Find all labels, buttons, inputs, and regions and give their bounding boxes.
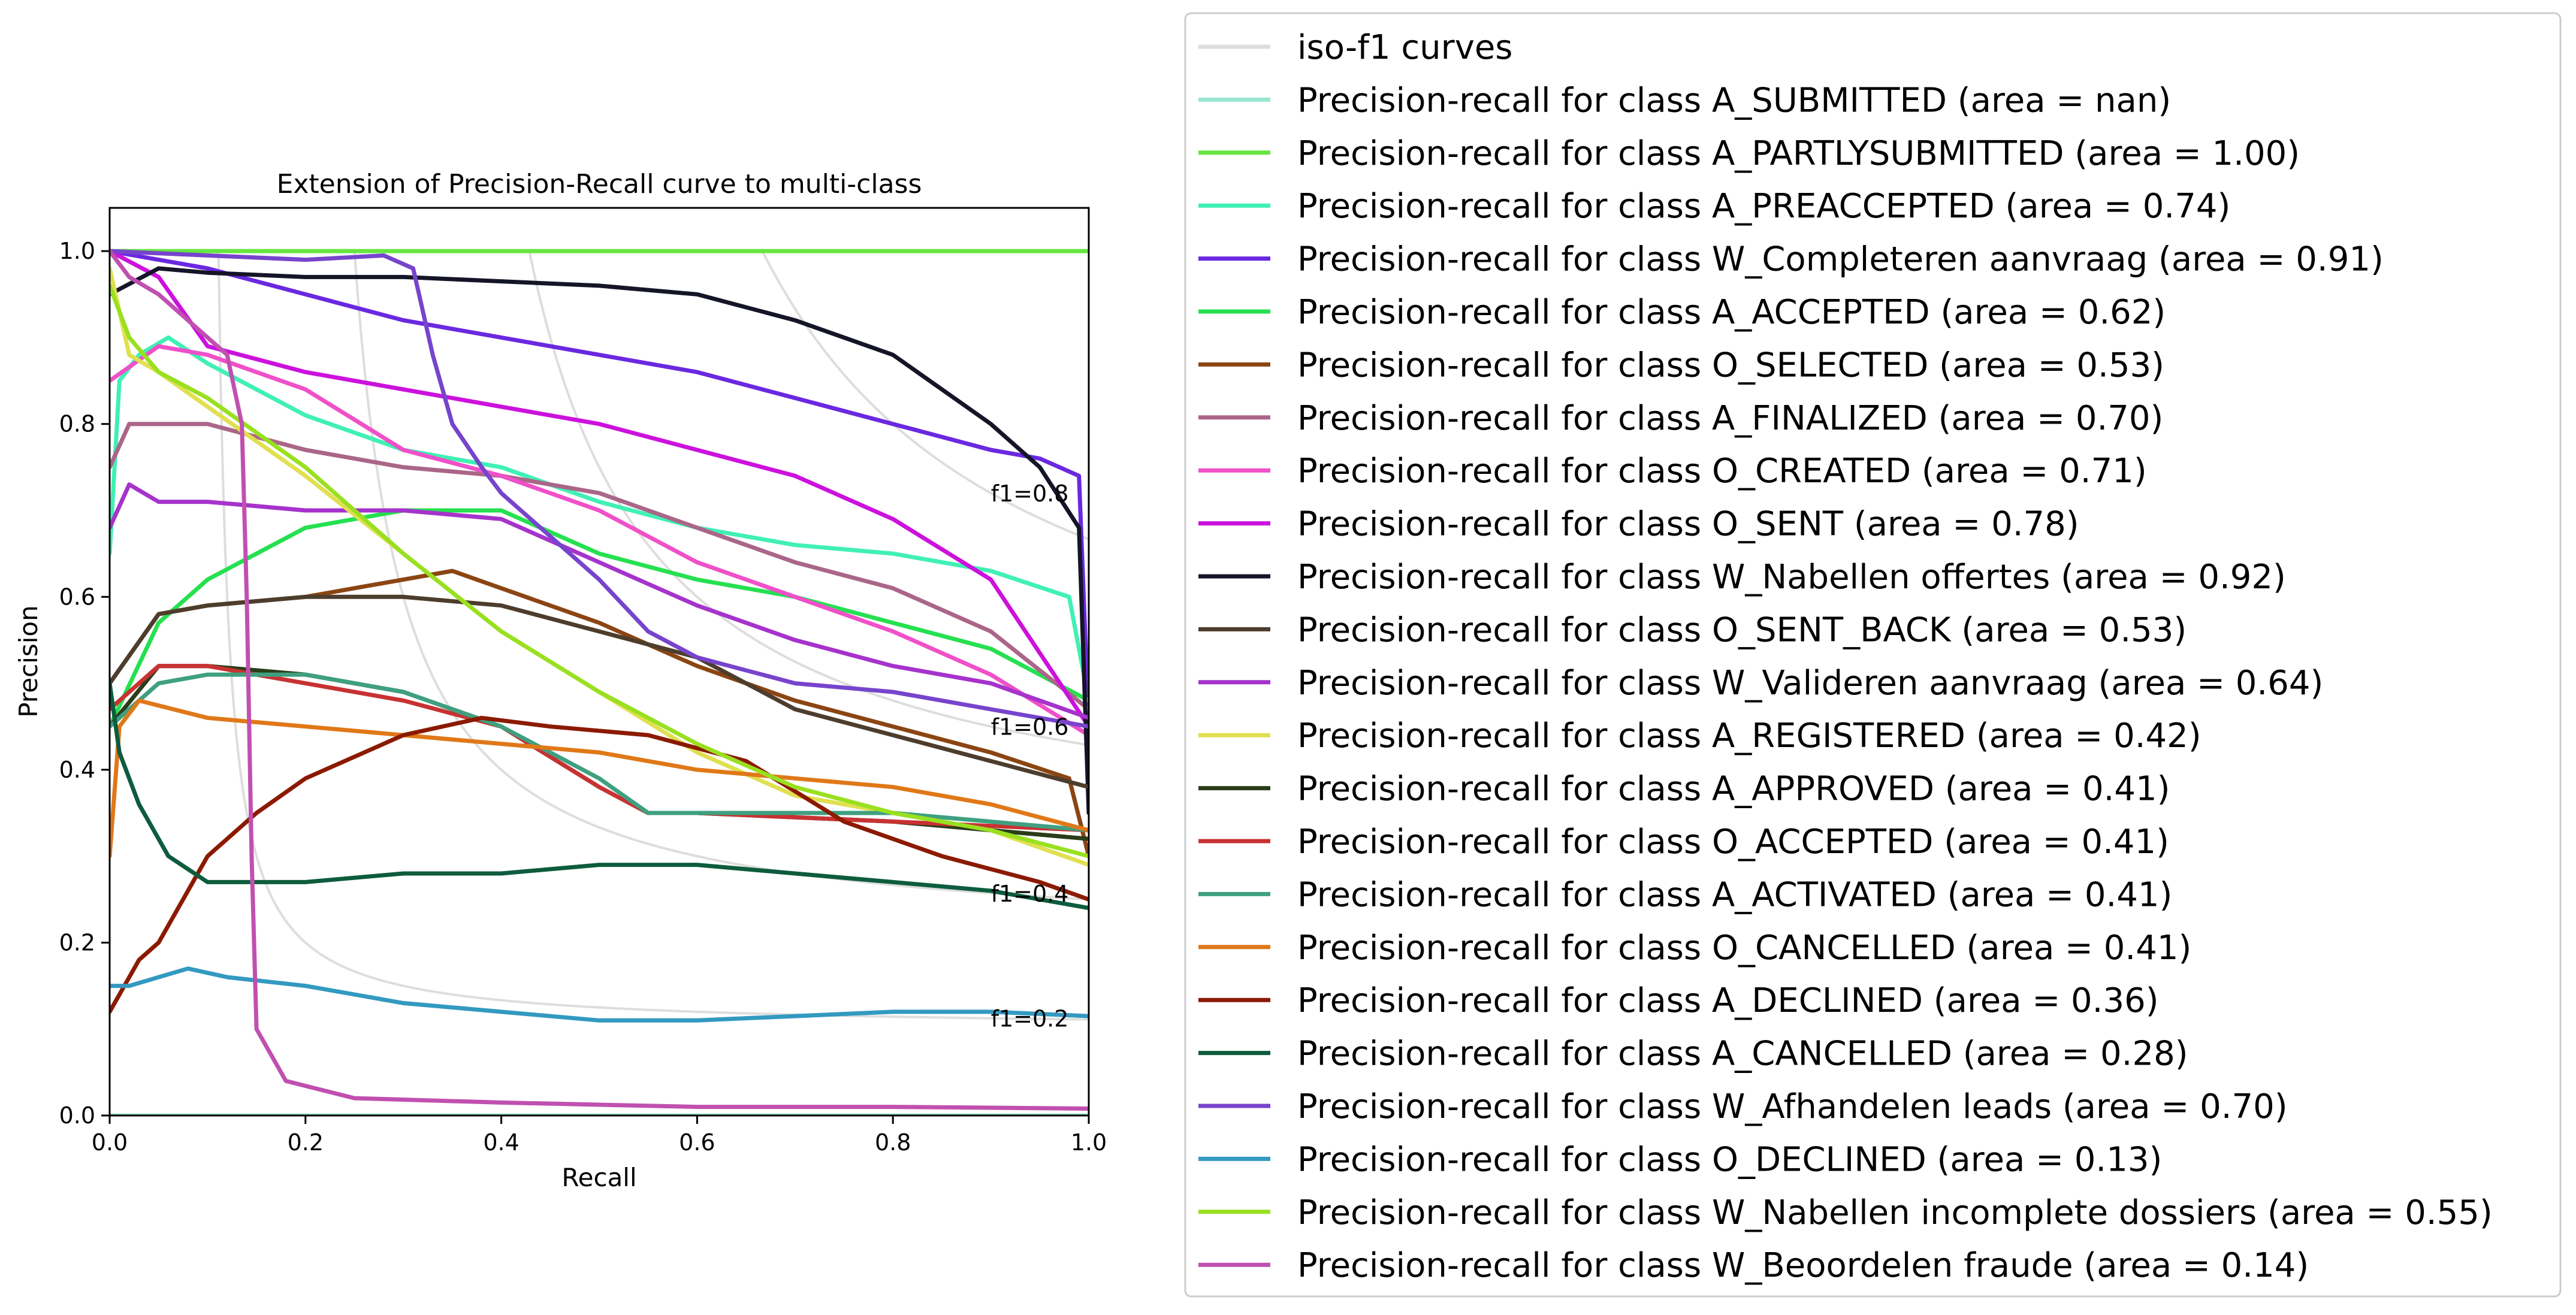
iso-f1-label-0.2: f1=0.2 — [991, 1006, 1069, 1032]
y-tick-label: 0.8 — [59, 411, 95, 437]
series-line-19 — [110, 249, 1089, 729]
legend-label: Precision-recall for class A_SUBMITTED (… — [1297, 81, 2171, 120]
iso-f1-label-0.4: f1=0.4 — [991, 881, 1069, 907]
y-tick-label: 1.0 — [59, 238, 95, 264]
series-line-16 — [110, 698, 1089, 858]
iso-f1-curve-0.4 — [353, 250, 1089, 901]
series-line-9 — [110, 266, 1089, 815]
legend-label: Precision-recall for class W_Valideren a… — [1297, 664, 2323, 703]
x-axis-label: Recall — [561, 1163, 636, 1192]
legend-label: Precision-recall for class A_CANCELLED (… — [1297, 1035, 2188, 1074]
plot-frame — [108, 207, 1090, 1117]
legend-frame — [1184, 12, 2562, 1298]
series-line-6 — [110, 422, 1089, 712]
series-line-18 — [110, 681, 1089, 911]
series-line-7 — [110, 344, 1089, 737]
legend-label: iso-f1 curves — [1297, 28, 1512, 67]
legend-label: Precision-recall for class W_Completeren… — [1297, 240, 2384, 279]
legend-label: Precision-recall for class O_SELECTED (a… — [1297, 346, 2164, 385]
series-line-2 — [110, 335, 1089, 703]
legend-label: Precision-recall for class A_ACCEPTED (a… — [1297, 293, 2166, 332]
legend-label: Precision-recall for class A_APPROVED (a… — [1297, 770, 2170, 809]
legend-label: Precision-recall for class W_Afhandelen … — [1297, 1087, 2288, 1126]
legend-label: Precision-recall for class A_FINALIZED (… — [1297, 399, 2163, 438]
legend-label: Precision-recall for class A_PREACCEPTED… — [1297, 187, 2230, 226]
y-axis-label: Precision — [14, 605, 43, 717]
legend-label: Precision-recall for class A_ACTIVATED (… — [1297, 875, 2172, 914]
legend: iso-f1 curves Precision-recall for class … — [1184, 12, 2562, 1298]
series-line-4 — [110, 508, 1089, 729]
legend-label: Precision-recall for class A_PARTLYSUBMI… — [1297, 134, 2300, 173]
series-line-20 — [110, 966, 1089, 1023]
iso-f1-curve-0.2 — [217, 251, 1089, 1021]
y-tick-label: 0.2 — [59, 929, 95, 956]
y-tick-label: 0.0 — [59, 1102, 95, 1129]
series-line-21 — [110, 283, 1089, 858]
legend-label: Precision-recall for class O_ACCEPTED (a… — [1297, 823, 2169, 861]
y-tick-label: 0.4 — [59, 757, 95, 783]
series-line-22 — [110, 249, 1089, 1111]
legend-label: Precision-recall for class A_DECLINED (a… — [1297, 981, 2159, 1020]
legend-label: Precision-recall for class A_REGISTERED … — [1297, 717, 2201, 755]
series-line-11 — [110, 482, 1089, 720]
iso-f1-curve-0.8 — [761, 250, 1089, 540]
axis-ticks: 0.00.0 0.2 0.2 0.4 0.4 0.6 0.6 0.8 0.8 1.0 1.0 — [59, 238, 1107, 1156]
x-tick-label: 0.2 — [288, 1129, 324, 1156]
legend-label: Precision-recall for class W_Beoordelen … — [1297, 1246, 2309, 1285]
x-tick-label: 0.8 — [875, 1129, 911, 1156]
legend-label: Precision-recall for class O_SENT_BACK (… — [1297, 610, 2187, 649]
x-tick-label: 0.6 — [679, 1129, 715, 1156]
legend-label: Precision-recall for class O_CREATED (ar… — [1297, 452, 2147, 491]
series-line-8 — [110, 249, 1089, 729]
x-tick-label: 0.4 — [483, 1129, 519, 1156]
x-tick-label: 0.0 — [92, 1129, 128, 1156]
x-tick-label: 1.0 — [1071, 1129, 1107, 1156]
series-line-17 — [110, 715, 1089, 1014]
iso-f1-label-0.6: f1=0.6 — [991, 714, 1069, 740]
legend-label: Precision-recall for class O_SENT (area … — [1297, 505, 2079, 544]
legend-label: Precision-recall for class O_CANCELLED (… — [1297, 929, 2191, 968]
plot-area — [110, 249, 1089, 1116]
chart-title: Extension of Precision-Recall curve to m… — [277, 169, 922, 199]
legend-label: Precision-recall for class W_Nabellen in… — [1297, 1193, 2493, 1232]
series-line-15 — [110, 672, 1089, 833]
legend-label: Precision-recall for class W_Nabellen of… — [1297, 558, 2286, 597]
series-line-10 — [110, 594, 1089, 790]
legend-label: Precision-recall for class O_DECLINED (a… — [1297, 1140, 2162, 1179]
iso-f1-label-0.8: f1=0.8 — [991, 480, 1069, 507]
y-tick-label: 0.6 — [59, 584, 95, 610]
